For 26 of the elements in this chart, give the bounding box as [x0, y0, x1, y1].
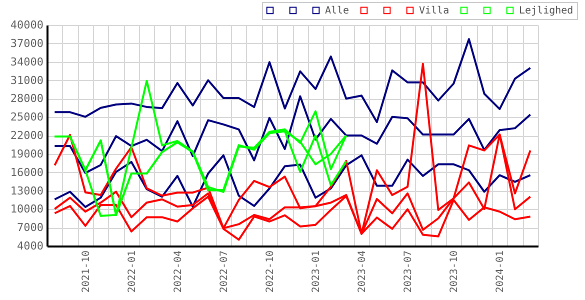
y-tick-label: 31000 — [10, 74, 44, 87]
legend-label: Villa — [419, 5, 450, 16]
y-tick-label: 7000 — [17, 221, 44, 234]
y-tick-label: 37000 — [10, 36, 44, 50]
legend-label: Lejlighed — [519, 5, 574, 16]
x-tick-label: 2021-10 — [80, 250, 92, 293]
y-tick-label: 28000 — [10, 92, 44, 106]
y-tick-label: 10000 — [10, 202, 44, 216]
x-tick-label: 2023-04 — [357, 250, 368, 293]
y-tick-label: 40000 — [10, 18, 44, 32]
y-tick-label: 34000 — [10, 55, 44, 68]
x-tick-label: 2023-10 — [449, 250, 460, 293]
x-tick-label: 2022-01 — [126, 250, 138, 293]
legend-label: Alle — [325, 5, 350, 16]
y-tick-label: 4000 — [17, 240, 44, 252]
x-tick-label: 2022-07 — [218, 250, 230, 293]
y-tick-label: 13000 — [10, 184, 44, 198]
x-tick-label: 2024-01 — [495, 250, 506, 293]
y-tick-label: 16000 — [10, 166, 44, 179]
x-tick-label: 2023-01 — [311, 250, 322, 293]
y-tick-label: 25000 — [10, 110, 44, 124]
y-tick-label: 22000 — [10, 129, 44, 142]
x-tick-label: 2022-10 — [264, 250, 276, 293]
y-tick-label: 19000 — [10, 147, 44, 160]
x-tick-label: 2023-07 — [403, 250, 414, 293]
x-tick-label: 2022-04 — [172, 250, 184, 293]
